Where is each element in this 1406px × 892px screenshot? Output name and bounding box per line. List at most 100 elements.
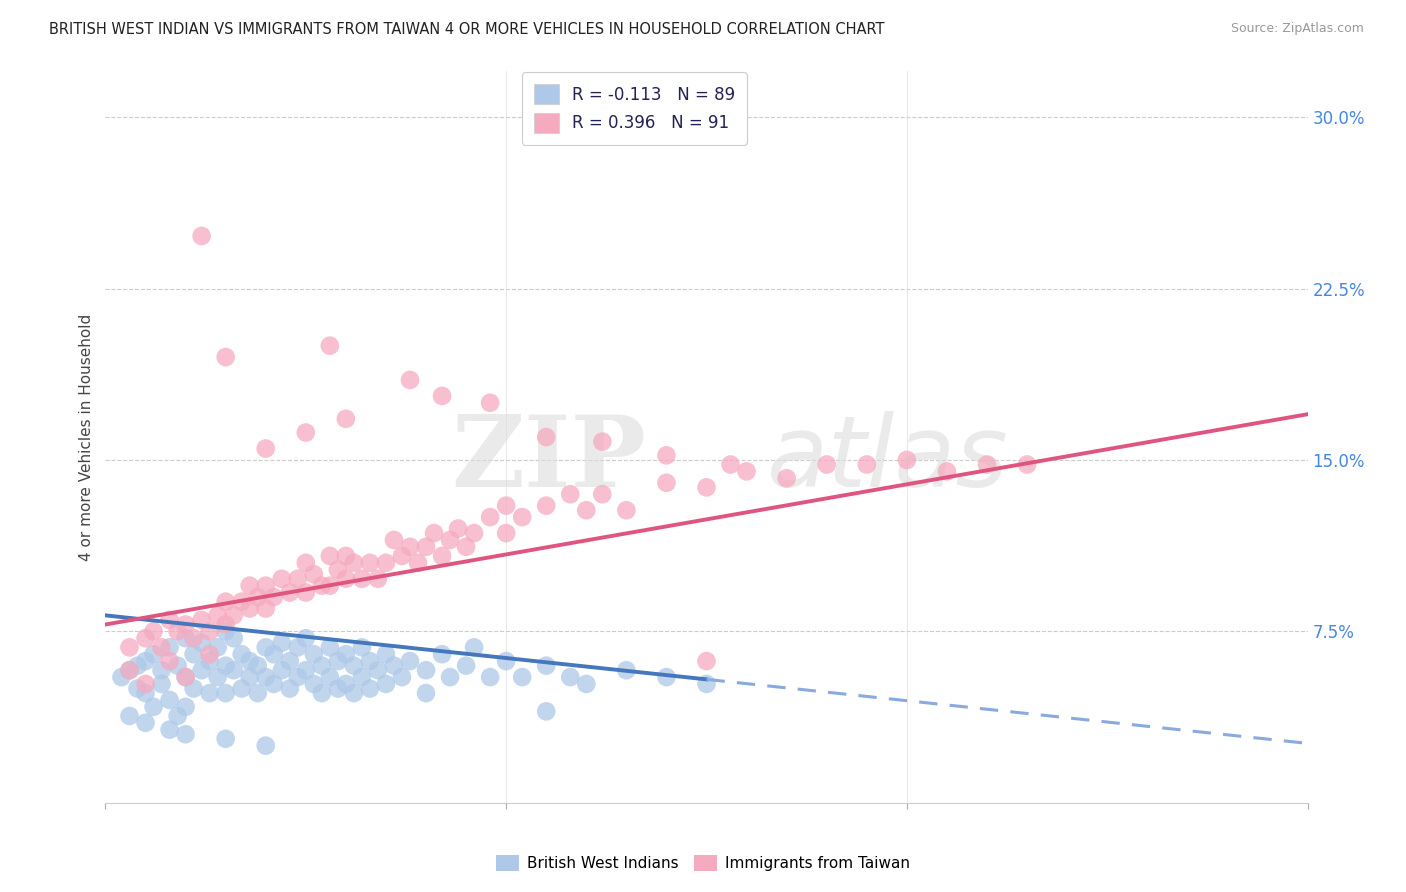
Point (479, 670, 502, 684)
Point (326, 681, 349, 696)
Point (118, 663, 141, 677)
Point (214, 594, 236, 608)
Point (382, 533, 405, 547)
Point (479, 396, 502, 410)
Point (575, 677, 598, 691)
Point (254, 640, 277, 655)
Point (463, 640, 485, 655)
Point (350, 640, 373, 655)
Point (696, 677, 718, 691)
Point (231, 647, 253, 661)
Point (655, 670, 678, 684)
Point (591, 487, 613, 501)
Point (174, 632, 197, 646)
Point (495, 526, 517, 541)
Point (335, 677, 357, 691)
Point (263, 647, 285, 661)
Point (127, 658, 149, 673)
Point (278, 654, 301, 668)
Point (159, 723, 181, 737)
Point (214, 350, 236, 364)
Point (174, 670, 197, 684)
Point (135, 715, 157, 730)
Point (159, 640, 181, 655)
Point (287, 670, 309, 684)
Point (254, 739, 277, 753)
Text: BRITISH WEST INDIAN VS IMMIGRANTS FROM TAIWAN 4 OR MORE VEHICLES IN HOUSEHOLD CO: BRITISH WEST INDIAN VS IMMIGRANTS FROM T… (49, 22, 884, 37)
Point (183, 647, 205, 661)
Point (118, 640, 141, 655)
Point (439, 533, 461, 547)
Point (302, 677, 325, 691)
Point (190, 228, 212, 243)
Point (326, 654, 349, 668)
Point (118, 709, 141, 723)
Point (391, 670, 413, 684)
Point (254, 670, 277, 684)
Point (142, 699, 165, 714)
Point (174, 699, 197, 714)
Point (190, 613, 212, 627)
Point (135, 654, 157, 668)
Point (239, 601, 262, 615)
Point (367, 663, 389, 677)
Legend: British West Indians, Immigrants from Taiwan: British West Indians, Immigrants from Ta… (491, 849, 915, 877)
Point (776, 471, 799, 485)
Point (319, 549, 342, 563)
Point (343, 658, 366, 673)
Point (207, 608, 229, 623)
Point (302, 567, 325, 582)
Point (222, 608, 245, 623)
Point (127, 681, 149, 696)
Point (174, 617, 197, 632)
Point (510, 670, 533, 684)
Point (350, 670, 373, 684)
Point (350, 572, 373, 586)
Point (374, 677, 398, 691)
Point (382, 658, 405, 673)
Point (335, 647, 357, 661)
Point (423, 526, 446, 541)
Point (207, 670, 229, 684)
Point (454, 658, 477, 673)
Point (295, 663, 318, 677)
Point (367, 572, 389, 586)
Point (359, 681, 381, 696)
Point (510, 510, 533, 524)
Point (198, 686, 221, 700)
Point (198, 647, 221, 661)
Legend: R = -0.113   N = 89, R = 0.396   N = 91: R = -0.113 N = 89, R = 0.396 N = 91 (522, 72, 747, 145)
Point (655, 475, 678, 490)
Point (295, 425, 318, 440)
Point (110, 670, 132, 684)
Point (159, 693, 181, 707)
Point (374, 647, 398, 661)
Point (150, 677, 173, 691)
Point (319, 670, 342, 684)
Point (616, 663, 638, 677)
Point (374, 556, 398, 570)
Point (335, 412, 357, 426)
Point (326, 563, 349, 577)
Point (430, 549, 453, 563)
Point (399, 373, 422, 387)
Point (534, 658, 557, 673)
Point (560, 670, 582, 684)
Point (616, 503, 638, 517)
Point (359, 556, 381, 570)
Point (295, 632, 318, 646)
Point (976, 458, 998, 472)
Point (214, 624, 236, 639)
Point (463, 526, 485, 541)
Point (406, 556, 429, 570)
Point (142, 647, 165, 661)
Point (447, 521, 470, 535)
Point (399, 654, 422, 668)
Point (359, 654, 381, 668)
Point (198, 624, 221, 639)
Point (174, 670, 197, 684)
Point (183, 681, 205, 696)
Point (198, 654, 221, 668)
Point (231, 681, 253, 696)
Point (311, 579, 333, 593)
